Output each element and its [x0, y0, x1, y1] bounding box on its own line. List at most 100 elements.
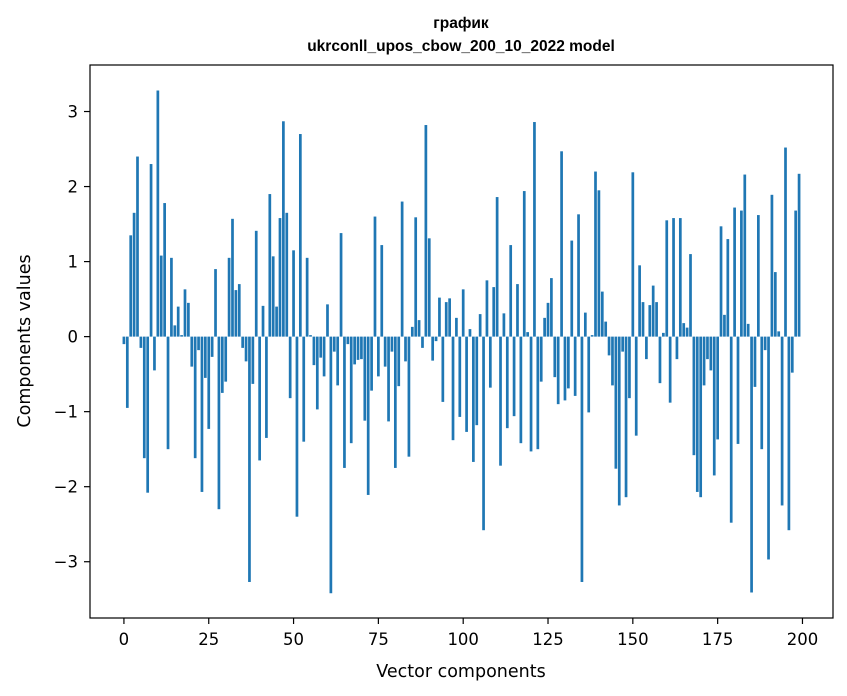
bar: [295, 336, 299, 517]
bar: [495, 197, 499, 337]
bar: [665, 220, 669, 337]
bar: [404, 336, 407, 362]
bar: [271, 256, 275, 337]
bar: [343, 336, 346, 468]
bar: [658, 336, 662, 384]
bar: [695, 336, 699, 492]
bar: [261, 305, 265, 337]
bar: [723, 314, 726, 337]
y-tick-label: −1: [54, 403, 78, 422]
bar: [278, 218, 282, 337]
bar: [153, 336, 156, 371]
bar: [760, 336, 764, 450]
bar: [322, 336, 326, 377]
bar: [156, 90, 160, 337]
bar: [387, 336, 390, 422]
bar: [556, 336, 560, 405]
bar: [329, 336, 333, 594]
bar: [390, 336, 394, 352]
bar: [709, 336, 713, 371]
bar: [746, 323, 750, 337]
plot-area-frame: [89, 64, 834, 619]
bar: [672, 218, 675, 337]
bar: [458, 336, 462, 417]
bar: [427, 238, 431, 337]
bar: [217, 336, 221, 510]
bar: [366, 336, 370, 495]
bar: [675, 336, 679, 360]
bar: [122, 336, 126, 345]
bar: [136, 156, 139, 337]
bar: [597, 190, 601, 337]
bar: [689, 254, 692, 337]
bar: [488, 336, 492, 388]
bar: [305, 257, 309, 337]
y-tick-label: −3: [54, 553, 78, 572]
bar: [573, 336, 577, 396]
x-tick-label: 75: [368, 630, 389, 649]
bar: [628, 336, 631, 399]
bar: [736, 336, 740, 444]
bar: [638, 265, 641, 337]
bar: [380, 245, 384, 337]
bar: [125, 336, 129, 408]
bar: [472, 336, 475, 462]
bar: [319, 336, 323, 358]
bar: [699, 336, 703, 498]
bar: [611, 336, 614, 386]
y-tick-label: 3: [68, 103, 79, 122]
bar: [444, 302, 448, 337]
bar: [784, 147, 787, 337]
bar: [183, 289, 187, 337]
bar: [682, 323, 686, 337]
bar: [770, 194, 774, 337]
bar: [421, 336, 424, 348]
bar: [543, 317, 546, 337]
bar: [516, 284, 519, 337]
bar: [607, 336, 611, 356]
bar: [142, 336, 146, 459]
bar: [339, 233, 343, 337]
bar: [505, 336, 509, 429]
bar: [560, 151, 563, 337]
bar: [288, 336, 292, 399]
bar: [173, 325, 177, 337]
bar: [492, 287, 496, 337]
bar: [292, 250, 295, 337]
bar: [237, 284, 241, 337]
bar: [706, 336, 709, 360]
bar: [533, 122, 536, 337]
x-tick-label: 200: [787, 630, 819, 649]
bar: [685, 327, 689, 337]
x-tick-label: 0: [119, 630, 130, 649]
bar: [254, 230, 258, 337]
bar: [550, 278, 553, 337]
bar: [577, 214, 580, 337]
bar: [461, 289, 465, 337]
y-axis-ticks: −3 −2 −1 0 1 2 3: [54, 103, 90, 572]
bar: [383, 336, 387, 367]
bar: [468, 329, 472, 337]
bar: [641, 302, 645, 337]
bar: [370, 336, 373, 391]
bar: [332, 336, 336, 352]
bar: [397, 336, 401, 387]
bar: [478, 314, 482, 337]
bar: [210, 336, 214, 357]
bar: [353, 336, 356, 365]
bar: [227, 257, 231, 337]
bar: [512, 336, 516, 417]
bar: [617, 336, 621, 506]
bar: [750, 336, 753, 593]
bar: [309, 335, 312, 337]
bar: [604, 321, 608, 337]
bar: [129, 235, 133, 337]
bar: [743, 174, 747, 337]
bar: [377, 336, 380, 377]
bar: [567, 336, 570, 389]
bar: [197, 336, 200, 351]
bar: [438, 297, 441, 337]
bar: [149, 164, 153, 337]
bar: [265, 336, 268, 438]
bar: [207, 336, 211, 429]
